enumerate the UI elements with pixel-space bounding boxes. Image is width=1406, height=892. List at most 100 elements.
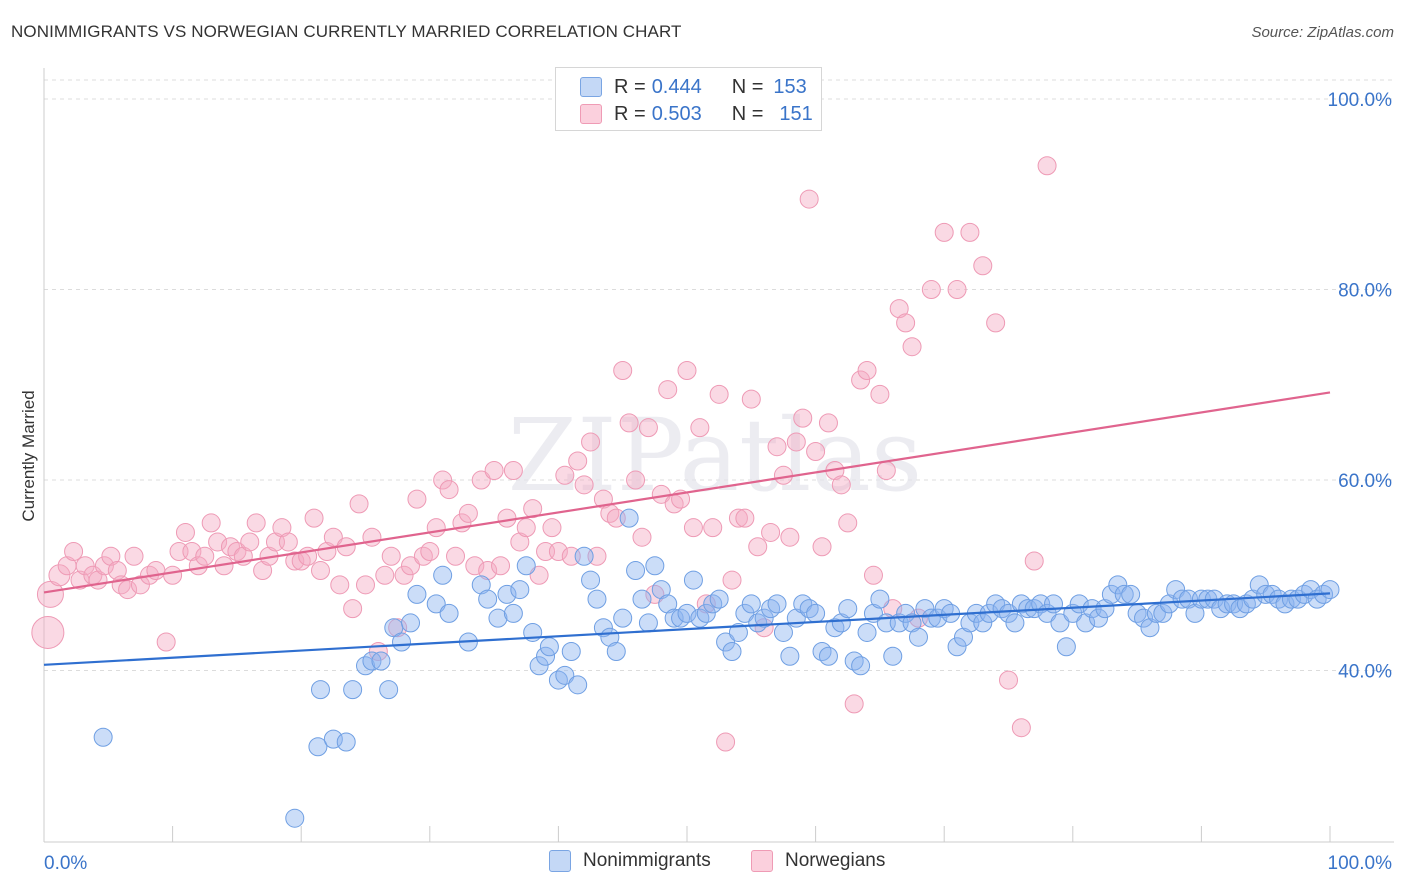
nonimmigrants-point	[883, 646, 903, 666]
norwegians-point	[748, 537, 768, 557]
n-label: N =	[731, 102, 764, 125]
r-value: 0.444	[651, 75, 702, 98]
norwegians-point	[568, 451, 588, 471]
nonimmigrants-point	[478, 589, 498, 609]
norwegians-point	[716, 732, 736, 752]
norwegians-point	[722, 570, 742, 590]
nonimmigrants-point	[1249, 575, 1269, 595]
norwegians-point	[497, 508, 517, 528]
norwegians-point	[426, 518, 446, 538]
nonimmigrants-point	[1134, 608, 1154, 628]
norwegians-point	[31, 615, 65, 649]
norwegians-point	[844, 694, 864, 714]
x-tick-label-min: 0.0%	[44, 853, 87, 874]
nonimmigrants-point	[401, 613, 421, 633]
norwegians-point	[831, 475, 851, 495]
norwegians-point	[330, 575, 350, 595]
norwegians-point	[356, 575, 375, 595]
nonimmigrants-point	[426, 594, 446, 614]
nonimmigrants-point	[780, 646, 800, 666]
norwegians-point	[201, 513, 221, 533]
nonimmigrants-point	[285, 808, 305, 828]
norwegians-point	[163, 565, 183, 585]
nonimmigrants-point	[488, 608, 508, 628]
norwegians-point	[780, 527, 800, 547]
nonimmigrants-point	[529, 656, 549, 676]
nonimmigrants-point	[593, 618, 613, 638]
norwegians-point	[773, 465, 793, 485]
legend-row-norwegians: R = 0.503 N = 151	[580, 102, 813, 126]
nonimmigrants-point	[407, 584, 427, 604]
nonimmigrants-point	[581, 570, 601, 590]
nonimmigrants-point	[392, 632, 412, 652]
y-tick-label: 60.0%	[1338, 471, 1392, 492]
nonimmigrants-point	[336, 732, 356, 752]
nonimmigrants-point	[651, 580, 671, 600]
nonimmigrants-point	[1153, 603, 1173, 623]
nonimmigrants-point	[741, 594, 761, 614]
nonimmigrants-point	[1256, 584, 1276, 604]
correlation-legend: R = 0.444 N = 153 R = 0.503 N = 151	[555, 67, 822, 131]
norwegians-trend-line	[43, 391, 1331, 594]
nonimmigrants-point	[645, 556, 665, 576]
nonimmigrants-point	[1056, 637, 1076, 657]
norwegians-point	[471, 470, 491, 490]
norwegians-point	[555, 465, 575, 485]
nonimmigrants-point	[1166, 580, 1186, 600]
blue-swatch-icon	[549, 850, 571, 872]
norwegians-point	[253, 561, 273, 581]
norwegians-point	[735, 508, 755, 528]
norwegians-point	[870, 384, 890, 404]
nonimmigrants-point	[1089, 608, 1109, 628]
nonimmigrants-point	[93, 727, 113, 747]
norwegians-point	[728, 508, 748, 528]
chart-title: NONIMMIGRANTS VS NORWEGIAN CURRENTLY MAR…	[11, 22, 682, 41]
nonimmigrants-point	[831, 613, 851, 633]
nonimmigrants-point	[638, 613, 658, 633]
norwegians-point	[446, 546, 466, 566]
watermark: ZIPatlas	[508, 397, 923, 514]
norwegians-point	[851, 370, 871, 390]
source-label: Source: ZipAtlas.com	[1251, 24, 1394, 41]
norwegians-point	[786, 432, 806, 452]
norwegians-point	[118, 580, 138, 600]
r-value: 0.503	[651, 102, 702, 125]
nonimmigrants-point	[818, 646, 838, 666]
norwegians-point	[818, 413, 838, 433]
n-label: N =	[731, 75, 764, 98]
norwegians-point	[107, 561, 127, 581]
norwegians-point	[246, 513, 266, 533]
norwegians-point	[999, 670, 1018, 690]
nonimmigrants-point	[1108, 575, 1128, 595]
norwegians-point	[658, 380, 678, 400]
nonimmigrants-point	[683, 570, 703, 590]
norwegians-point	[1011, 718, 1031, 738]
nonimmigrants-point	[664, 608, 684, 628]
norwegians-point	[921, 280, 941, 300]
nonimmigrants-point	[613, 608, 633, 628]
nonimmigrants-point	[471, 575, 491, 595]
nonimmigrants-point	[677, 603, 697, 623]
norwegians-point	[101, 546, 121, 566]
norwegians-point	[542, 518, 562, 538]
nonimmigrants-point	[902, 613, 922, 633]
norwegians-point	[458, 503, 478, 523]
norwegians-point	[683, 518, 703, 538]
norwegians-point	[124, 546, 144, 566]
norwegians-point	[593, 489, 613, 509]
norwegians-point	[188, 556, 208, 576]
norwegians-point	[407, 489, 427, 509]
y-tick-label: 80.0%	[1338, 281, 1392, 302]
norwegians-point	[1024, 551, 1044, 571]
nonimmigrants-point	[626, 561, 646, 581]
norwegians-point	[484, 461, 504, 481]
nonimmigrants-point	[1095, 599, 1115, 619]
nonimmigrants-point	[735, 603, 755, 623]
nonimmigrants-point	[539, 637, 559, 657]
nonimmigrants-point	[806, 603, 826, 623]
nonimmigrants-point	[1185, 603, 1205, 623]
norwegians-point	[709, 384, 729, 404]
legend-row-nonimmigrants: R = 0.444 N = 153	[580, 75, 807, 99]
norwegians-point	[516, 518, 536, 538]
norwegians-point	[195, 546, 215, 566]
